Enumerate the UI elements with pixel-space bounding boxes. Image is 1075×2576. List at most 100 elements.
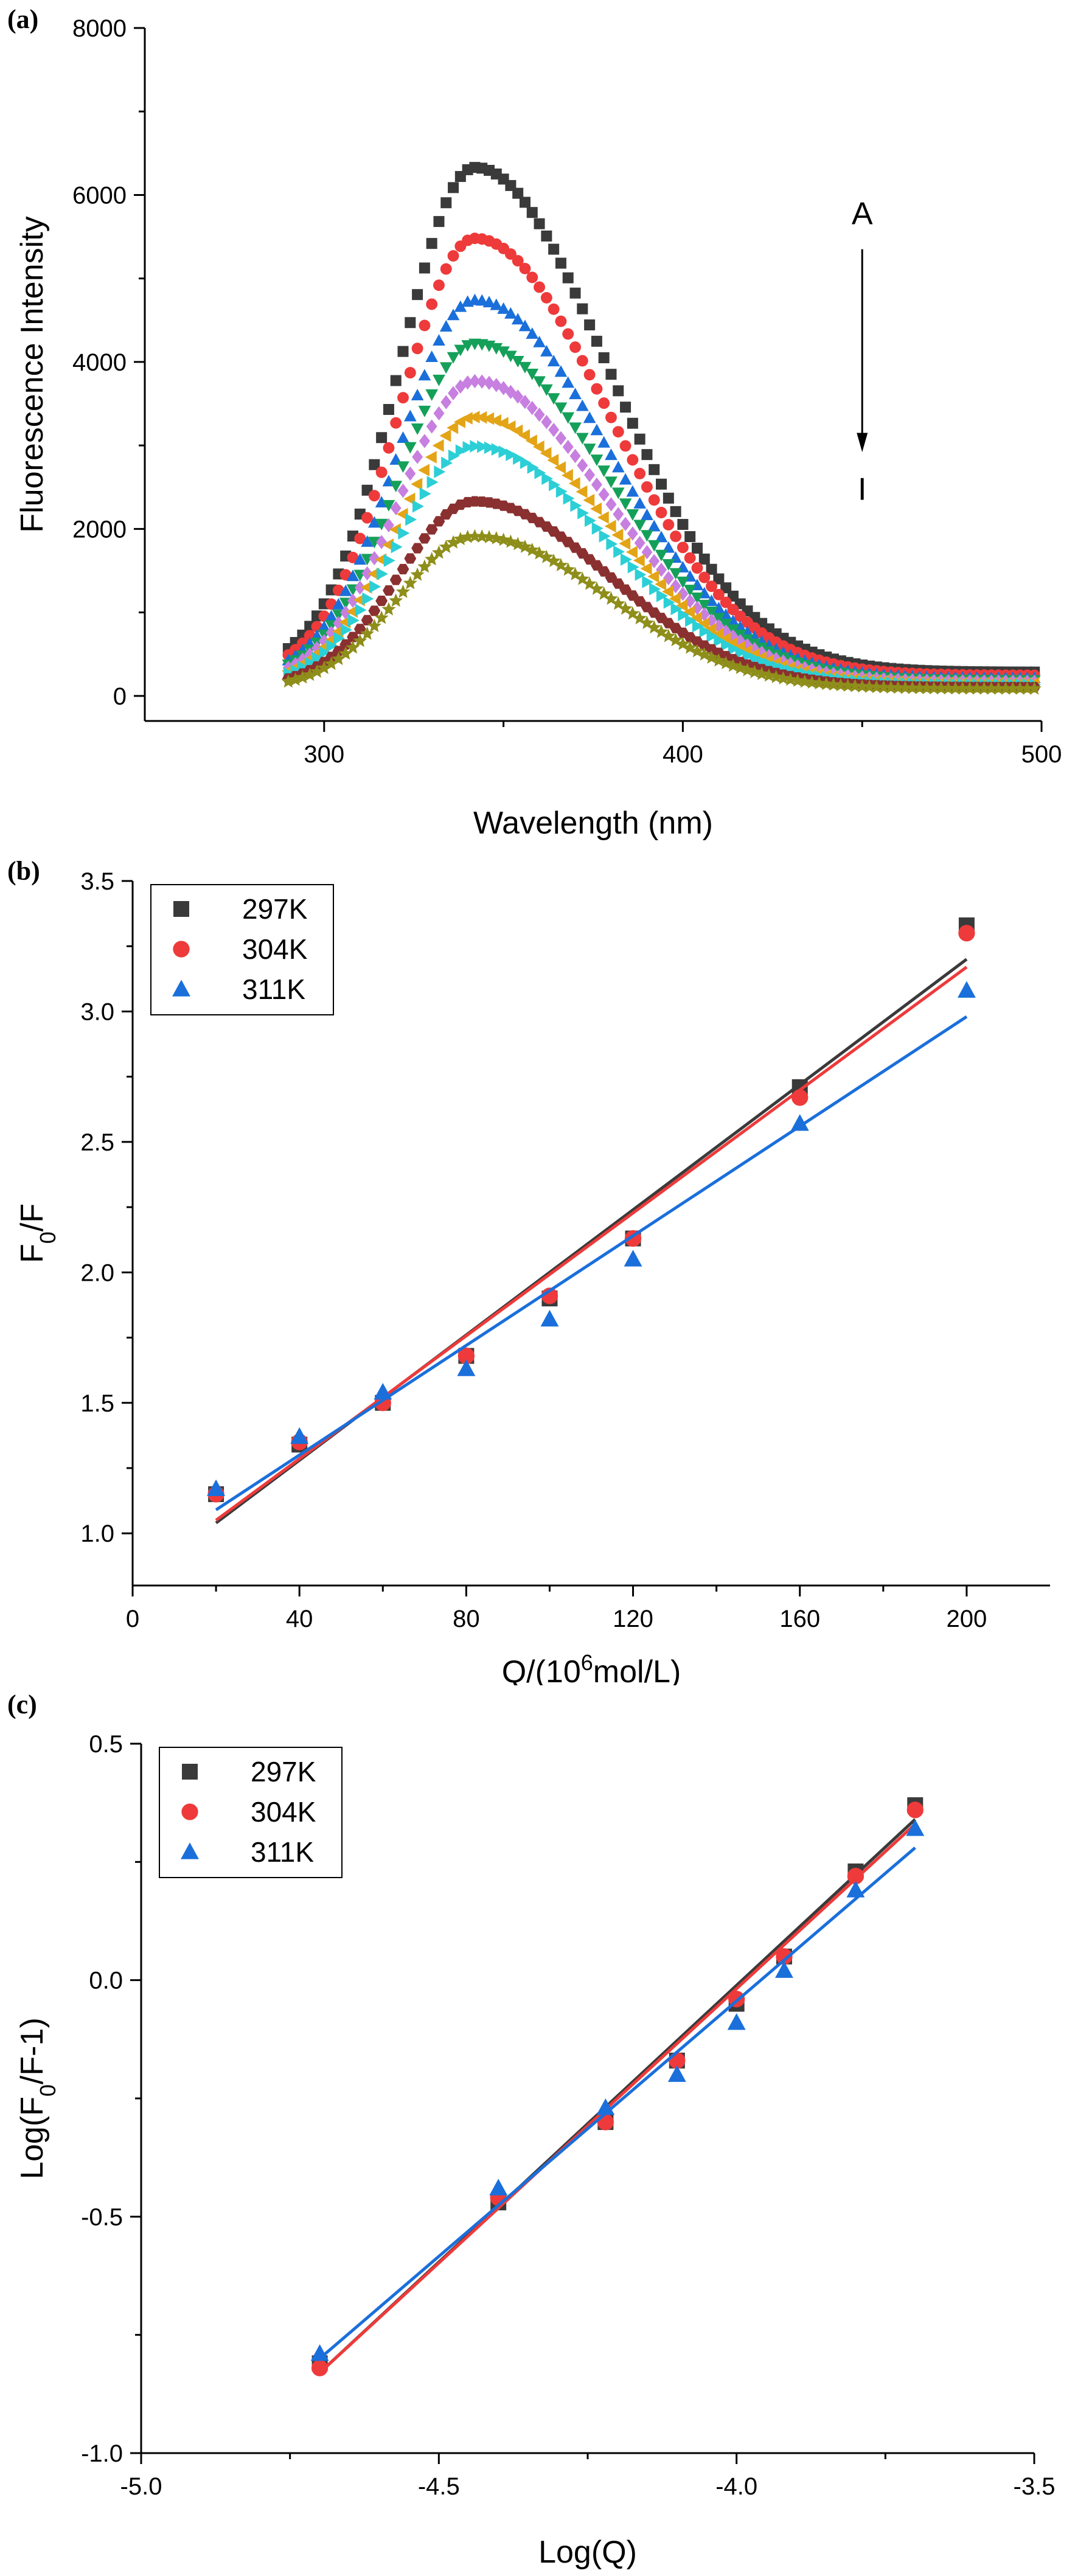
spectrum-point (649, 464, 660, 475)
spectrum-point (512, 187, 524, 199)
spectrum-point (604, 520, 616, 533)
spectrum-point (561, 468, 573, 482)
spectrum-point (325, 625, 337, 640)
legend-marker-297K (173, 901, 189, 917)
fit-line-304K (318, 1823, 916, 2374)
spectrum-point (526, 207, 538, 218)
chart-b-svg: 0 40 80 120 160 200 1.0 1.5 2.0 2.5 3.0 3.5 Q/(106mo… (15, 868, 1050, 1685)
spectrum-point (641, 508, 653, 520)
y-axis-title: Log(F0/F-1) (15, 2017, 60, 2179)
spectrum-point (347, 614, 360, 627)
spectrum-point (568, 477, 580, 490)
spectrum-point (425, 524, 438, 535)
spectrum-point (576, 355, 588, 367)
spectrum-point (570, 499, 582, 512)
spectrum-point (833, 678, 848, 692)
spectrum-point (454, 379, 466, 394)
spectrum-point (390, 375, 402, 386)
spectrum-point (519, 262, 531, 274)
annotation-end-label: I (858, 472, 866, 507)
data-point-311K (207, 1479, 226, 1497)
spectrum-point (742, 649, 754, 663)
x-tick-label: 300 (304, 741, 344, 768)
spectrum-point (540, 447, 552, 460)
legend-marker-297K (182, 1764, 198, 1780)
spectrum-point (648, 494, 660, 506)
spectrum-point (706, 613, 717, 628)
spectrum-point (597, 465, 611, 478)
spectrum-point (626, 485, 639, 497)
data-point-304K (906, 1801, 924, 1819)
y-tick-label: 2.5 (80, 1129, 114, 1156)
spectrum-point (397, 392, 409, 404)
spectrum-point (411, 389, 424, 400)
spectrum-point (612, 426, 624, 438)
spectrum-point (383, 585, 395, 596)
spectrum-point (447, 421, 459, 434)
spectrum-point (454, 344, 467, 357)
spectrum-point (613, 385, 624, 397)
spectrum-point (383, 518, 394, 533)
spectrum-point (482, 530, 496, 544)
spectrum-point (511, 424, 523, 437)
spectrum-point (540, 345, 553, 357)
spectrum-point (627, 560, 639, 574)
spectrum-point (375, 496, 388, 508)
y-tick-label: 3.5 (80, 868, 114, 895)
spectrum-point (548, 422, 560, 437)
spectrum-point (591, 522, 604, 535)
spectrum-point (605, 448, 618, 461)
spectrum-point (691, 562, 703, 574)
fit-line-311K (318, 1847, 916, 2360)
annotation-arrow-head (857, 433, 868, 453)
spectrum-point (533, 376, 546, 388)
spectrum-point (367, 537, 381, 549)
spectrum-point (991, 681, 1006, 695)
spectrum-point (576, 433, 589, 445)
spectrum-point (375, 466, 388, 478)
spectrum-point (898, 680, 913, 694)
x-tick-label: 160 (779, 1606, 820, 1632)
spectrum-point (605, 411, 617, 423)
spectrum-point (367, 567, 380, 580)
spectrum-point (678, 608, 690, 622)
spectrum-point (367, 618, 381, 632)
spectrum-point (720, 624, 732, 639)
data-point-311K (624, 1250, 642, 1267)
spectrum-point (577, 506, 590, 520)
spectrum-point (697, 617, 709, 630)
spectrum-point (440, 263, 452, 275)
spectrum-point (569, 388, 582, 400)
spectrum-point (469, 374, 481, 389)
legend-marker-311K (181, 1842, 199, 1859)
spectrum-point (525, 434, 537, 447)
spectrum-point (641, 449, 653, 461)
spectrum-point (377, 567, 388, 580)
spectrum-point (405, 513, 417, 526)
spectrum-point (541, 230, 552, 242)
spectrum-point (776, 671, 791, 685)
spectrum-point (597, 566, 610, 577)
spectrum-point (447, 308, 460, 321)
panel-a-label: (a) (7, 4, 39, 34)
spectrum-point (662, 559, 675, 571)
spectrum-point (433, 334, 445, 346)
spectrum-point (361, 512, 374, 524)
spectrum-point (919, 681, 934, 695)
spectrum-point (547, 454, 559, 467)
spectrum-point (375, 518, 388, 531)
spectrum-point (663, 571, 674, 585)
data-point-304K (791, 1089, 809, 1106)
legend: 297K 304K 311K (150, 884, 334, 1015)
spectrum-point (549, 478, 560, 492)
x-tick-label: 120 (613, 1606, 653, 1632)
spectrum-point (719, 632, 731, 646)
spectrum-point (338, 646, 353, 660)
data-point-304K (457, 1347, 475, 1365)
spectrum-point (426, 476, 439, 489)
spectrum-point (383, 442, 395, 454)
y-tick-label: 0 (113, 683, 127, 710)
spectrum-point (576, 485, 588, 498)
annotation-start-label: A (852, 196, 873, 231)
spectrum-point (447, 250, 459, 262)
